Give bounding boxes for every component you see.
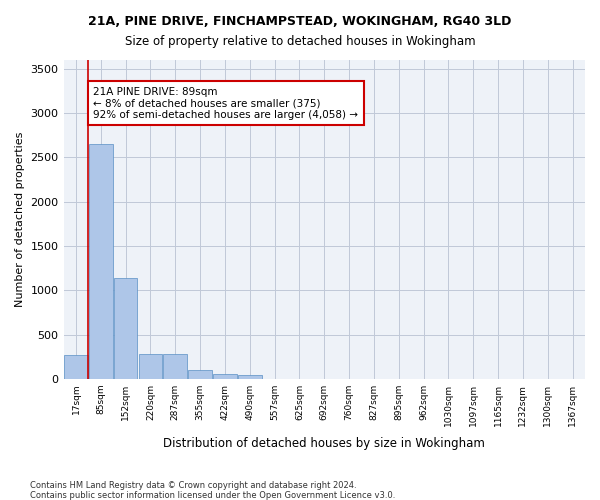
Bar	[114, 278, 137, 379]
Text: Size of property relative to detached houses in Wokingham: Size of property relative to detached ho…	[125, 35, 475, 48]
Text: Contains public sector information licensed under the Open Government Licence v3: Contains public sector information licen…	[30, 491, 395, 500]
Bar	[188, 370, 212, 379]
Bar	[238, 376, 262, 379]
Bar	[163, 354, 187, 379]
Bar	[64, 355, 88, 379]
Text: Contains HM Land Registry data © Crown copyright and database right 2024.: Contains HM Land Registry data © Crown c…	[30, 481, 356, 490]
Bar	[139, 354, 162, 379]
Bar	[213, 374, 237, 379]
Y-axis label: Number of detached properties: Number of detached properties	[15, 132, 25, 307]
Text: 21A PINE DRIVE: 89sqm
← 8% of detached houses are smaller (375)
92% of semi-deta: 21A PINE DRIVE: 89sqm ← 8% of detached h…	[94, 86, 358, 120]
X-axis label: Distribution of detached houses by size in Wokingham: Distribution of detached houses by size …	[163, 437, 485, 450]
Text: 21A, PINE DRIVE, FINCHAMPSTEAD, WOKINGHAM, RG40 3LD: 21A, PINE DRIVE, FINCHAMPSTEAD, WOKINGHA…	[88, 15, 512, 28]
Bar	[89, 144, 113, 379]
